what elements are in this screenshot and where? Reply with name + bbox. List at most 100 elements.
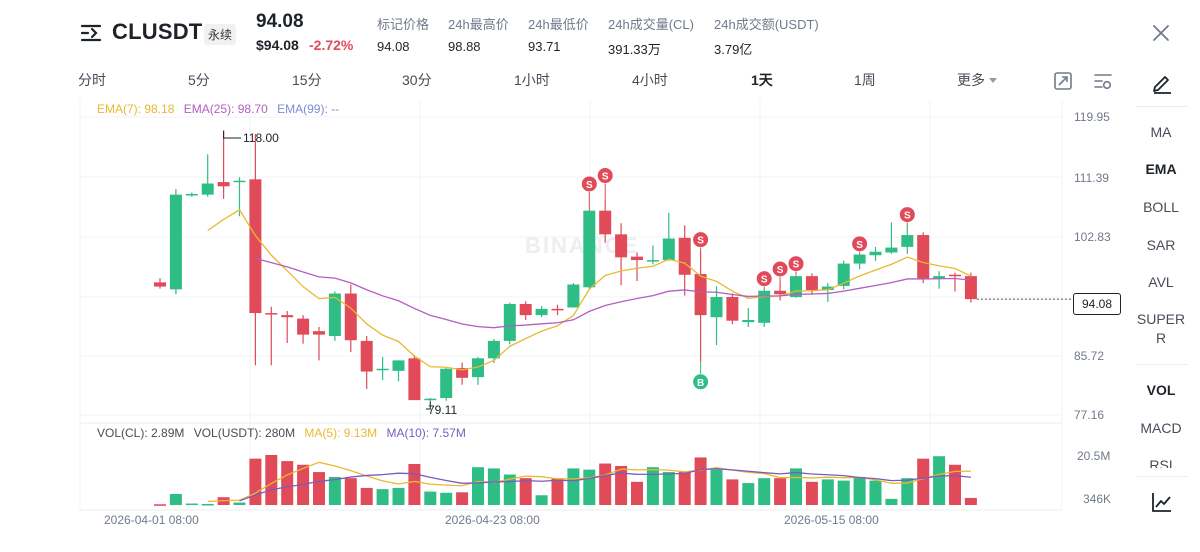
candle-body: [694, 274, 707, 316]
volume-bar: [392, 487, 405, 505]
volume-bar: [837, 480, 850, 505]
usd-price: $94.08: [256, 37, 299, 53]
candle-body: [249, 179, 262, 314]
trade-marker-label: S: [856, 240, 863, 251]
candle-body: [662, 238, 675, 261]
volume-bar: [949, 464, 961, 505]
volume-bar: [821, 479, 834, 505]
indicator-macd[interactable]: MACD: [1140, 420, 1182, 436]
volume-bar: [376, 489, 389, 505]
legend-ema99: EMA(99): --: [277, 102, 340, 116]
price-tick: 85.72: [1074, 349, 1105, 363]
candle-body: [567, 284, 580, 308]
candle-body: [217, 182, 230, 187]
tab-more[interactable]: 更多: [957, 70, 997, 90]
volume-bar: [917, 458, 930, 505]
symbol-name[interactable]: CLUSDT: [112, 19, 203, 44]
volume-bar: [869, 480, 882, 505]
volume-bar: [631, 481, 643, 505]
tab-5m[interactable]: 5分: [188, 72, 210, 88]
volume-bar: [599, 463, 612, 505]
sell-marker: [772, 261, 788, 277]
volume-bar: [185, 503, 198, 506]
tab-1h[interactable]: 1小时: [514, 72, 550, 88]
stat-label: 24h最高价: [448, 17, 509, 32]
indicator-super-line1: SUPER: [1136, 311, 1186, 327]
volume-bar: [583, 469, 596, 505]
candle-body: [726, 297, 739, 321]
chart-settings-icon[interactable]: [1092, 70, 1114, 92]
candle-body: [328, 293, 341, 337]
volume-bar: [313, 472, 325, 505]
stat-value: 98.88: [448, 39, 481, 54]
volume-bar: [774, 478, 787, 505]
volume-bar: [853, 476, 866, 505]
stat-24h-turnover: 24h成交额(USDT) 3.79亿: [714, 14, 819, 58]
low-price-label: 79.11: [428, 403, 458, 417]
indicator-sar[interactable]: SAR: [1146, 237, 1176, 253]
volume-bar: [201, 504, 214, 506]
volume-bar: [281, 461, 294, 505]
sell-marker: [597, 168, 613, 184]
candle-body: [917, 235, 930, 279]
legend-ema25: EMA(25): 98.70: [183, 102, 268, 116]
tab-1w[interactable]: 1周: [854, 72, 876, 88]
candle-body: [440, 368, 453, 399]
volume-bar: [742, 483, 755, 505]
tab-4h[interactable]: 4小时: [632, 72, 668, 88]
candle-body: [456, 368, 469, 378]
trade-marker-label: S: [602, 172, 609, 183]
volume-bar: [535, 495, 548, 505]
volume-bar: [551, 478, 564, 505]
tab-30m[interactable]: 30分: [402, 72, 432, 88]
candle-body: [885, 247, 898, 253]
candle-body: [949, 274, 961, 277]
trade-marker-label: S: [586, 180, 593, 191]
tab-15m[interactable]: 15分: [292, 72, 322, 88]
candle-body: [821, 286, 834, 291]
legend-ema7: EMA(7): 98.18: [97, 102, 175, 116]
indicator-vol[interactable]: VOL: [1146, 382, 1176, 398]
sell-marker: [788, 256, 804, 272]
low-marker-line: [426, 401, 431, 410]
indicator-avl[interactable]: AVL: [1148, 274, 1174, 290]
stat-value: 391.33万: [608, 42, 661, 57]
chart-layout-icon[interactable]: [1052, 70, 1074, 92]
volume-bar: [265, 455, 278, 505]
volume-bar: [726, 479, 739, 505]
date-tick: 2026-04-01 08:00: [104, 513, 199, 527]
indicator-super[interactable]: SUPER R: [1132, 310, 1190, 348]
volume-bar: [901, 478, 914, 505]
candle-body: [964, 276, 977, 300]
candle-body: [503, 303, 516, 341]
menu-icon[interactable]: [80, 22, 102, 44]
legend-vol-cl: VOL(CL): 2.89M: [97, 426, 185, 440]
volume-bar: [424, 491, 437, 505]
sell-marker: [581, 176, 597, 192]
draw-pencil-icon[interactable]: [1150, 70, 1174, 94]
side-divider: [1136, 364, 1188, 365]
indicator-ema[interactable]: EMA: [1145, 161, 1177, 177]
indicator-rsi[interactable]: RSI: [1149, 457, 1173, 468]
indicator-super-line2: R: [1155, 330, 1167, 346]
volume-bar: [487, 468, 500, 505]
line-chart-icon[interactable]: [1150, 490, 1174, 514]
tab-1d[interactable]: 1天: [751, 72, 773, 88]
volume-bar: [646, 467, 659, 505]
indicator-boll[interactable]: BOLL: [1143, 199, 1179, 215]
tab-time-share[interactable]: 分时: [78, 72, 106, 88]
candle-body: [837, 263, 850, 286]
volume-bar: [758, 478, 771, 505]
stat-label: 24h最低价: [528, 17, 589, 32]
candle-body: [487, 340, 500, 359]
candle-body: [551, 308, 564, 311]
stat-mark-price: 标记价格 94.08: [377, 14, 429, 54]
sell-marker: [899, 207, 915, 223]
indicator-ma[interactable]: MA: [1150, 124, 1172, 140]
candle-body: [265, 313, 278, 315]
candle-body: [392, 360, 405, 371]
volume-bar: [154, 504, 166, 506]
candle-body: [631, 256, 643, 261]
close-icon[interactable]: [1150, 22, 1172, 44]
